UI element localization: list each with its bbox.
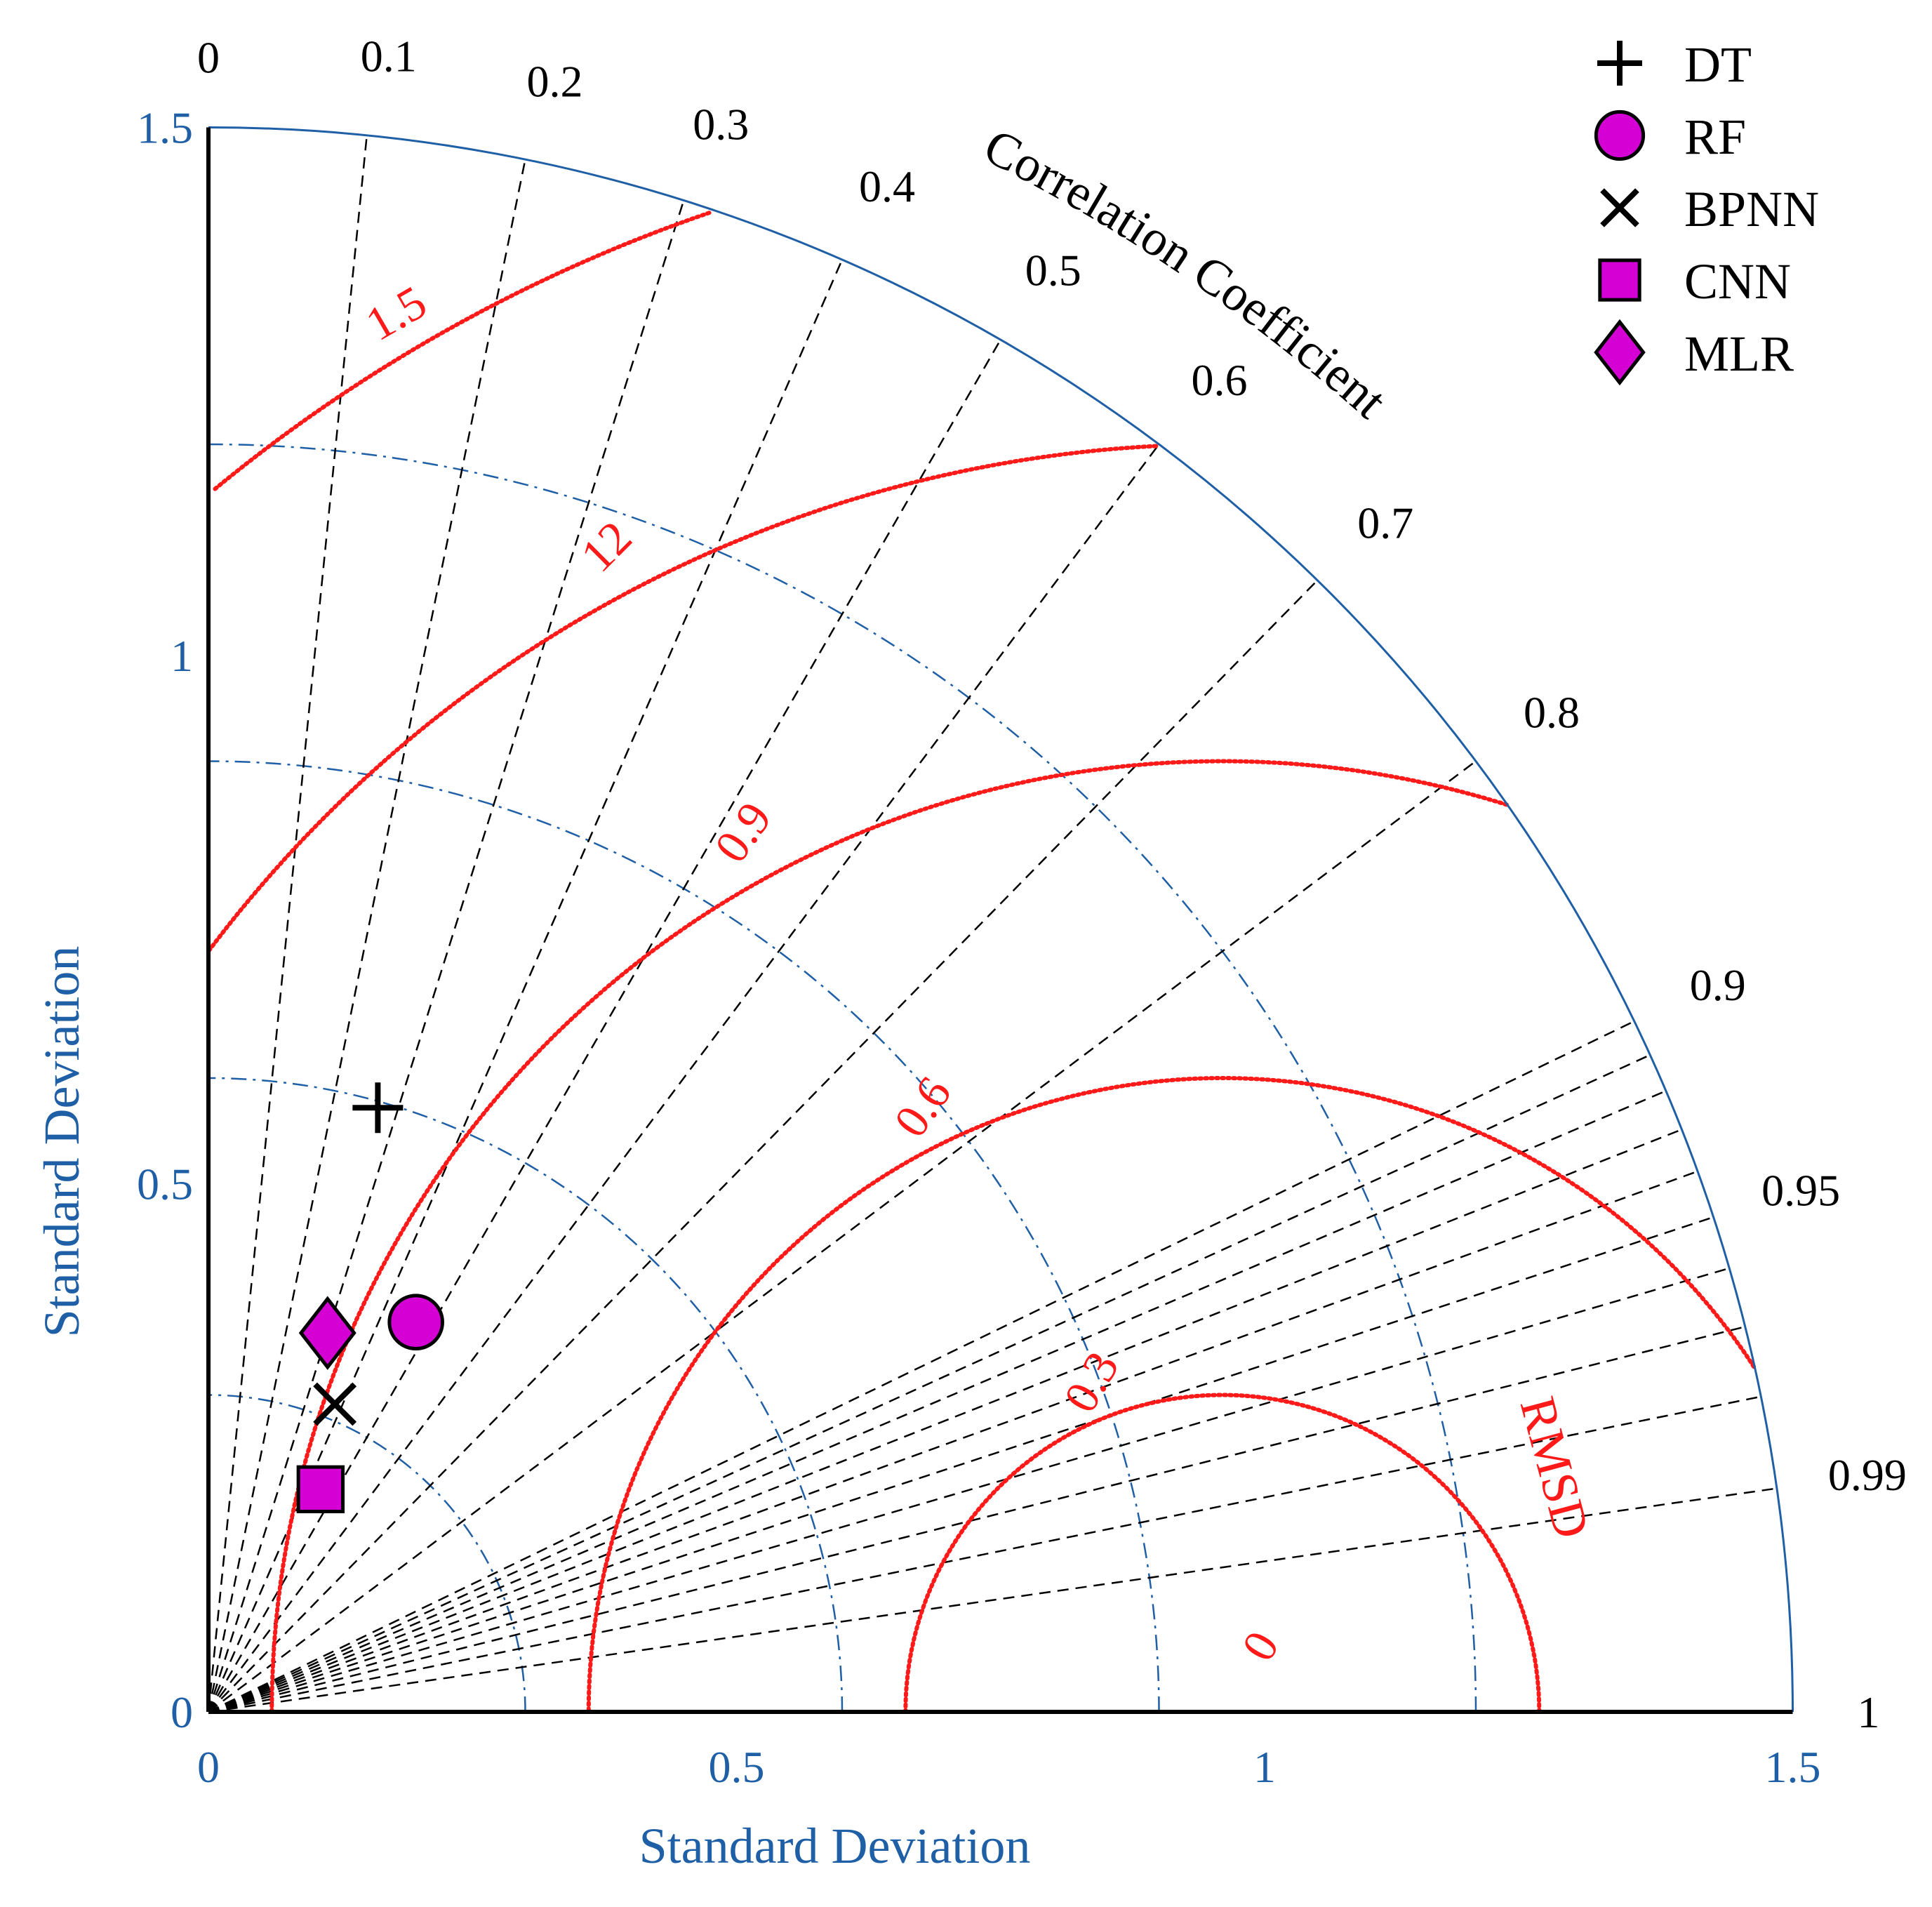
y-tick-label: 1 (171, 631, 193, 681)
legend-marker-bpnn-b (1600, 188, 1639, 227)
correlation-tick-label: 0.3 (693, 100, 749, 149)
correlation-ray (208, 1325, 1746, 1713)
sd-gridline-arc (208, 1394, 526, 1713)
grid-layer (207, 135, 1778, 1713)
correlation-tick-label: 0.95 (1761, 1166, 1840, 1216)
correlation-ray (208, 1020, 1635, 1713)
rmsd-label-0.9: 0.9 (704, 792, 782, 872)
legend-marker-rf (1594, 109, 1646, 161)
correlation-tick-label: 1 (1858, 1687, 1880, 1737)
outer-arc (208, 126, 1794, 1713)
marker-bpnn-b (313, 1382, 357, 1426)
correlation-tick-label: 0.4 (859, 161, 915, 211)
rmsd-contour (903, 1393, 1542, 1714)
legend-label-dt: DT (1684, 36, 1752, 93)
y-tick-label: 0.5 (137, 1160, 193, 1209)
correlation-tick-label: 0 (197, 33, 220, 83)
correlation-tick-label: 0.8 (1524, 688, 1580, 738)
rmsd-contour (269, 759, 1509, 1714)
correlation-ray (208, 444, 1160, 1713)
sd-gridline-arc (208, 760, 1160, 1713)
x-axis-title: Standard Deviation (639, 1818, 1031, 1874)
rmsd-label-1.5: 1.5 (357, 275, 435, 351)
correlation-tick-label: 0.5 (1025, 246, 1081, 295)
sd-gridline-arc (208, 443, 1477, 1713)
y-axis-title: Standard Deviation (34, 946, 90, 1338)
correlation-ray (208, 1395, 1761, 1713)
legend-label-rf: RF (1684, 109, 1746, 165)
x-tick-label: 0 (197, 1742, 220, 1792)
rmsd-label-0.6: 0.6 (884, 1067, 961, 1146)
x-tick-label: 1 (1253, 1742, 1276, 1792)
x-tick-label: 0.5 (709, 1742, 765, 1792)
rmsd-label-zero: 0 (1231, 1622, 1289, 1669)
legend-layer: DT RF BPNN CNN MLR (1594, 36, 1819, 386)
correlation-ray (207, 135, 368, 1713)
correlation-ray (208, 1054, 1651, 1713)
rmsd-contour (206, 444, 1159, 953)
correlation-ray (208, 1090, 1667, 1713)
legend-label-mlr: MLR (1684, 326, 1794, 382)
correlation-tick-label: 0.6 (1192, 355, 1248, 405)
correlation-ray (208, 1487, 1778, 1713)
correlation-tick-label: 0.99 (1828, 1450, 1907, 1500)
y-tick-label: 0 (171, 1687, 193, 1737)
axes-layer (206, 126, 1794, 1714)
legend-label-cnn: CNN (1684, 253, 1791, 310)
legend-marker-mlr (1594, 319, 1646, 386)
correlation-ray (208, 1129, 1682, 1713)
rmsd-title: RMSD (1510, 1391, 1601, 1544)
correlation-ray (208, 760, 1477, 1713)
marker-mlr (298, 1296, 357, 1370)
markers-layer (296, 1082, 444, 1513)
marker-rf (387, 1294, 444, 1351)
correlation-ray (207, 159, 526, 1713)
y-tick-label: 1.5 (137, 103, 193, 153)
marker-cnn (296, 1465, 345, 1513)
rmsd-label-0.3: 0.3 (1053, 1343, 1129, 1421)
rmsd-label-12: 12 (571, 510, 642, 582)
correlation-tick-label: 0.7 (1357, 498, 1413, 547)
correlation-ray (207, 200, 685, 1713)
correlation-tick-label: 0.1 (361, 31, 417, 81)
correlation-ray (208, 579, 1319, 1713)
rmsd-contour (586, 1076, 1757, 1714)
legend-marker-cnn (1598, 258, 1641, 302)
correlation-ray (208, 1170, 1698, 1713)
rmsd-contour (210, 211, 712, 493)
correlation-tick-label: 0.2 (527, 56, 583, 106)
correlation-tick-label: 0.9 (1690, 960, 1746, 1010)
x-tick-label: 1.5 (1765, 1742, 1821, 1792)
correlation-ray (208, 1216, 1714, 1713)
sd-gridline-arc (208, 1077, 844, 1713)
legend-label-bpnn: BPNN (1684, 181, 1819, 237)
correlation-ray (208, 1267, 1730, 1713)
